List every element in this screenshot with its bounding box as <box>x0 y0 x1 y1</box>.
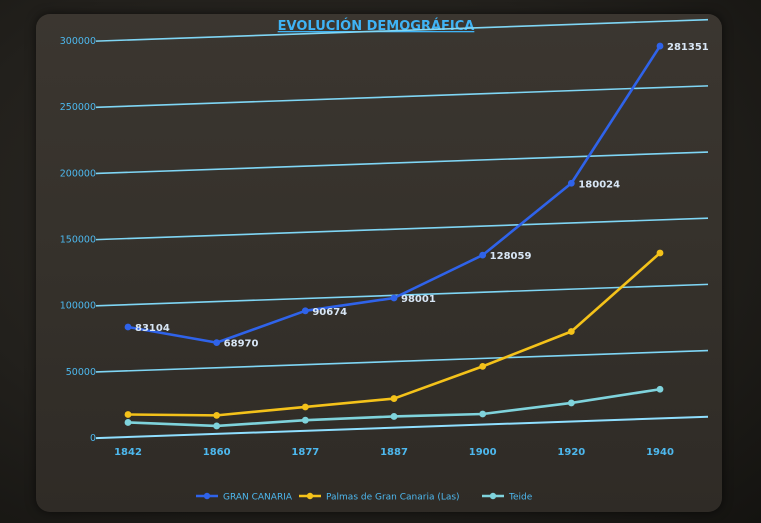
data-label: 128059 <box>490 251 532 262</box>
data-label: 68970 <box>224 339 259 350</box>
gridline <box>95 217 709 241</box>
x-tick-label: 1887 <box>380 447 408 458</box>
gridline <box>95 349 709 373</box>
data-label: 83104 <box>135 323 170 334</box>
y-tick-label: 50000 <box>66 367 96 378</box>
data-point <box>567 399 575 407</box>
legend-item: Palmas de Gran Canaria (Las) <box>299 493 460 503</box>
data-point <box>124 419 132 426</box>
gridline <box>95 85 709 109</box>
legend-label: GRAN CANARIA <box>223 493 293 503</box>
series-1 <box>124 249 664 419</box>
x-tick-label: 1920 <box>557 447 585 458</box>
series-0: 83104 68970 90674 98001 128059 180024 281351 <box>124 42 709 350</box>
legend-marker <box>203 492 211 500</box>
series-2 <box>124 385 664 430</box>
x-tick-label: 1900 <box>469 447 497 458</box>
data-point <box>213 411 221 419</box>
legend-marker <box>489 492 497 500</box>
data-label: 180024 <box>578 179 620 190</box>
legend-label: Teide <box>508 493 533 503</box>
x-tick-label: 1860 <box>203 447 231 458</box>
data-point <box>390 395 398 402</box>
data-point <box>656 42 664 50</box>
legend-item: GRAN CANARIA <box>196 493 293 503</box>
x-axis-ticks: 1842 1860 1877 1887 1900 1920 1940 <box>114 447 674 458</box>
y-axis-ticks: 0 50000 100000 150000 200000 250000 300000 <box>60 36 96 444</box>
legend-item: Teide <box>482 493 533 503</box>
x-tick-label: 1842 <box>114 447 142 458</box>
data-point <box>124 323 132 331</box>
y-tick-label: 150000 <box>60 235 96 246</box>
gridlines <box>95 18 709 440</box>
y-tick-label: 250000 <box>60 102 96 113</box>
data-point <box>213 422 221 430</box>
data-label: 281351 <box>667 42 709 53</box>
data-point <box>213 339 221 347</box>
x-tick-label: 1940 <box>646 447 674 458</box>
y-tick-label: 100000 <box>60 301 96 312</box>
y-tick-label: 0 <box>90 433 96 444</box>
data-point <box>479 251 487 259</box>
data-point <box>479 410 487 418</box>
y-tick-label: 200000 <box>60 168 96 179</box>
data-point <box>390 413 398 420</box>
y-tick-label: 300000 <box>60 36 96 47</box>
gridline <box>95 415 709 440</box>
data-point <box>656 385 664 393</box>
gridline <box>95 18 709 42</box>
data-point <box>567 328 575 335</box>
x-tick-label: 1877 <box>291 447 319 458</box>
data-point <box>301 416 309 424</box>
legend-label: Palmas de Gran Canaria (Las) <box>326 493 460 503</box>
series-line <box>127 251 661 417</box>
data-point <box>567 179 575 187</box>
data-point <box>656 249 664 257</box>
data-point <box>479 362 487 370</box>
data-label: 90674 <box>312 307 347 318</box>
legend: GRAN CANARIA Palmas de Gran Canaria (Las)… <box>196 493 533 503</box>
data-point <box>301 307 309 315</box>
series-group: 83104 68970 90674 98001 128059 180024 281351 <box>124 42 709 430</box>
legend-marker <box>306 492 314 500</box>
gridline <box>95 151 709 175</box>
data-point <box>390 294 398 302</box>
data-point <box>124 411 132 418</box>
data-point <box>301 403 309 411</box>
data-label: 98001 <box>401 294 436 305</box>
